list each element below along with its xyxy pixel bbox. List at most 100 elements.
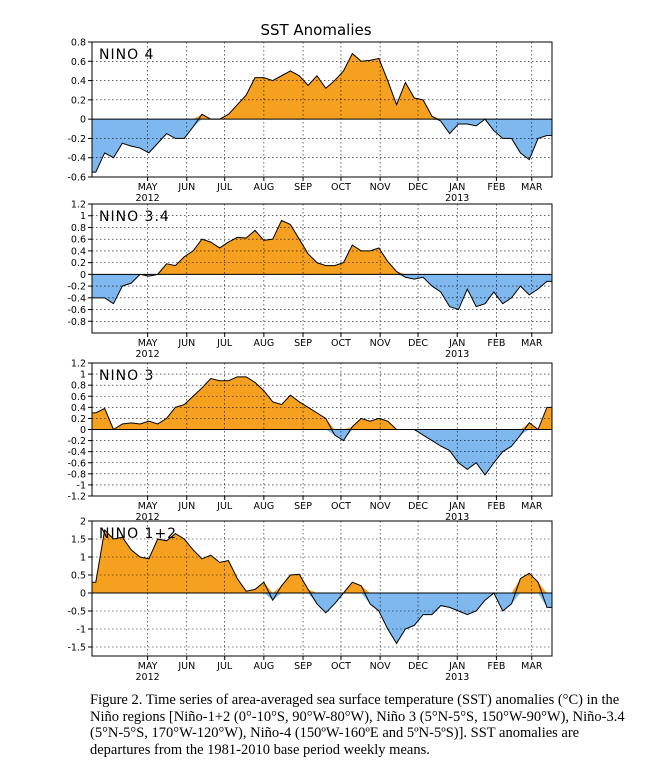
x-tick-label: NOV	[370, 661, 391, 672]
x-tick-label: OCT	[331, 182, 351, 193]
year-label: 2013	[445, 672, 469, 683]
y-tick-label: 0.4	[71, 403, 86, 414]
x-tick-label: MAR	[521, 182, 543, 193]
y-tick-label: 0	[80, 589, 86, 600]
y-tick-label: 1.2	[71, 359, 86, 370]
anomaly-line	[92, 528, 552, 645]
x-tick-label: FEB	[487, 501, 505, 512]
y-tick-label: 1	[80, 370, 86, 381]
figure-title: SST Anomalies	[260, 21, 371, 39]
plot-frame	[91, 520, 553, 657]
y-tick-label: 0.2	[71, 414, 86, 425]
x-tick-label: SEP	[294, 182, 312, 193]
y-tick-label: -0.6	[67, 458, 86, 469]
x-tick-label: DEC	[408, 501, 428, 512]
y-tick-label: -1.2	[67, 492, 86, 503]
panel-title: NINO 3.4	[99, 209, 170, 225]
plot-frame	[91, 203, 553, 334]
y-tick-label: -1.5	[67, 643, 86, 654]
y-tick-label: 0.4	[71, 246, 86, 257]
panel-title: NINO 4	[99, 47, 154, 63]
x-tick-label: JUL	[216, 338, 233, 349]
x-tick-label: SEP	[294, 338, 312, 349]
year-label: 2012	[136, 193, 160, 204]
y-tick-label: -0.2	[67, 436, 86, 447]
negative-anomaly-area	[92, 429, 552, 475]
x-tick-label: FEB	[487, 661, 505, 672]
chart-panel: -0.8-0.6-0.4-0.200.20.40.60.811.2 MAY JUN J…	[67, 200, 553, 360]
x-tick-label: JUN	[177, 182, 195, 193]
x-tick-label: DEC	[408, 338, 428, 349]
y-tick-label: 0.6	[71, 235, 86, 246]
x-tick-label: FEB	[487, 182, 505, 193]
x-tick-label: MAR	[521, 661, 543, 672]
sst-anomalies-figure: SST Anomalies -0.6-0.4-0.200.20.40.60.8M…	[67, 21, 553, 683]
positive-anomaly-area	[92, 376, 552, 430]
positive-anomaly-area	[92, 530, 552, 593]
y-tick-label: -0.8	[67, 469, 86, 480]
y-tick-label: -0.2	[67, 134, 86, 145]
x-tick-label: OCT	[331, 661, 351, 672]
year-label: 2012	[136, 672, 160, 683]
x-tick-label: JUN	[177, 338, 195, 349]
anomaly-line	[92, 52, 552, 173]
y-tick-label: 1.5	[71, 535, 86, 546]
x-tick-label: MAR	[521, 338, 543, 349]
x-tick-label: DEC	[408, 182, 428, 193]
y-tick-label: -0.4	[67, 447, 86, 458]
year-label: 2012	[136, 512, 160, 523]
figure-caption: Figure 2. Time series of area-averaged s…	[90, 692, 625, 758]
negative-anomaly-area	[92, 593, 552, 644]
y-tick-label: 0.2	[71, 258, 86, 269]
chart-panel: -1.2-1-0.8-0.6-0.4-0.200.20.40.60.811.2 M…	[67, 359, 553, 523]
x-tick-label: JUL	[216, 501, 233, 512]
positive-anomaly-area	[92, 53, 552, 120]
x-tick-label: JUN	[177, 661, 195, 672]
x-tick-label: JAN	[448, 182, 465, 193]
y-tick-label: -0.4	[67, 153, 86, 164]
negative-anomaly-area	[92, 119, 552, 173]
x-tick-label: JUN	[177, 501, 195, 512]
plot-frame	[91, 41, 553, 178]
anomaly-line	[92, 376, 552, 476]
x-tick-label: SEP	[294, 501, 312, 512]
x-tick-label: NOV	[370, 338, 391, 349]
x-tick-label: MAY	[138, 182, 158, 193]
x-tick-label: JUL	[216, 182, 233, 193]
chart-panel: -0.6 -0.4 -0.2 0 0.2 0.4 0.6 0.8 MAY JUN JUL AUG SEP…	[67, 38, 553, 204]
x-tick-label: FEB	[487, 338, 505, 349]
y-tick-label: 0	[80, 425, 86, 436]
year-label: 2013	[445, 193, 469, 204]
y-tick-label: 0.6	[71, 57, 86, 68]
x-tick-label: MAR	[521, 501, 543, 512]
y-tick-label: 0.2	[71, 95, 86, 106]
y-tick-label: 0.8	[71, 223, 86, 234]
x-tick-label: AUG	[253, 501, 274, 512]
x-tick-label: SEP	[294, 661, 312, 672]
y-tick-label: 1	[80, 211, 86, 222]
panel-title: NINO 1+2	[99, 526, 177, 542]
y-tick-label: 2	[80, 517, 86, 528]
y-tick-label: -1	[77, 480, 86, 491]
y-tick-label: 0.5	[71, 571, 86, 582]
x-tick-label: AUG	[253, 182, 274, 193]
x-tick-label: JAN	[448, 661, 465, 672]
x-tick-label: OCT	[331, 501, 351, 512]
x-tick-label: AUG	[253, 661, 274, 672]
y-tick-label: 0.4	[71, 76, 86, 87]
x-tick-label: MAY	[138, 338, 158, 349]
y-tick-label: 1	[80, 553, 86, 564]
x-tick-label: NOV	[370, 182, 391, 193]
y-tick-label: -0.4	[67, 293, 86, 304]
y-tick-label: -0.6	[67, 305, 86, 316]
y-tick-label: 0.6	[71, 392, 86, 403]
x-tick-label: DEC	[408, 661, 428, 672]
panel-title: NINO 3	[99, 368, 154, 384]
y-tick-label: -1	[77, 625, 86, 636]
x-tick-label: MAY	[138, 661, 158, 672]
y-tick-label: -0.8	[67, 317, 86, 328]
year-label: 2013	[445, 512, 469, 523]
y-tick-label: 0	[80, 115, 86, 126]
x-tick-label: MAY	[138, 501, 158, 512]
